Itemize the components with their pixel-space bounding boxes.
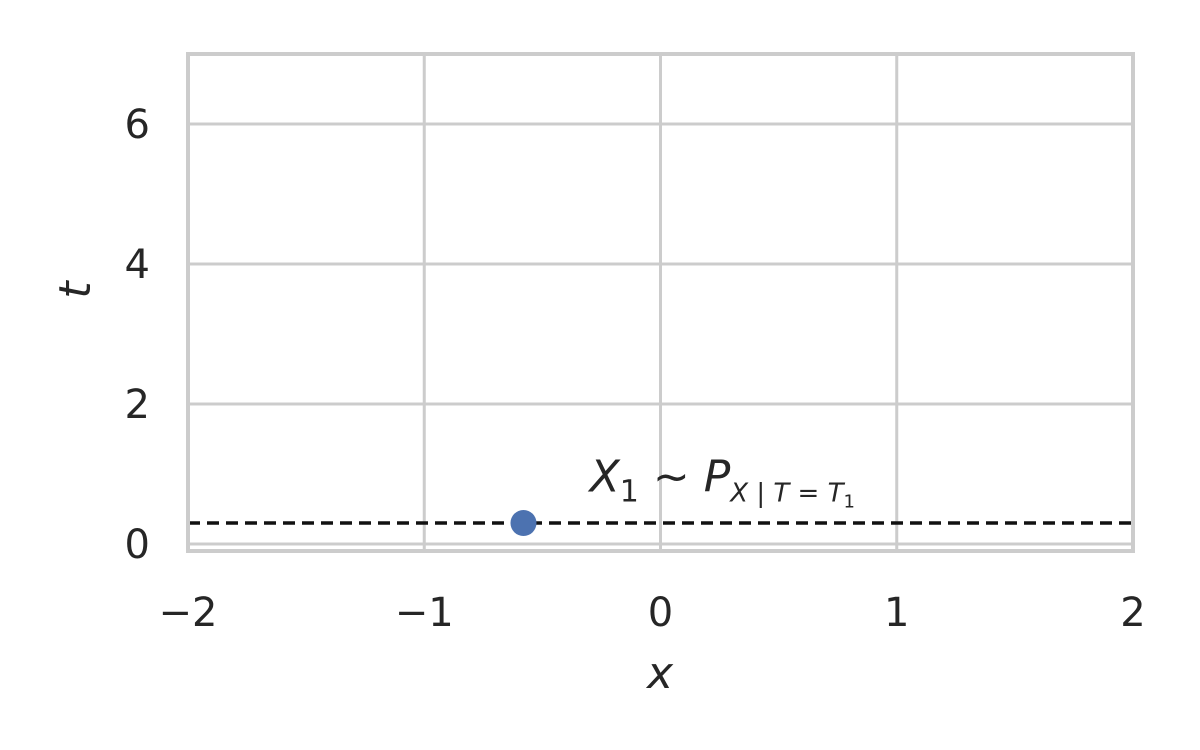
plot-frame [186,52,1135,553]
y-tick-label: 6 [125,102,150,148]
y-tick-labels: 0 2 4 6 [125,102,150,568]
y-tick-label: 2 [125,382,150,428]
annotation-main: X [588,452,621,503]
x-tick-labels: −2 −1 0 1 2 [159,590,1146,636]
x-tick-label: 2 [1120,590,1145,636]
annotation-dist-sub-a: X | T = T [728,479,845,509]
x-tick-label: 1 [884,590,909,636]
y-tick-label: 4 [125,242,150,288]
x-tick-label: 0 [648,590,673,636]
y-axis-label: t [50,280,101,299]
data-point-0 [510,510,537,536]
x-tick-label: −1 [395,590,454,636]
points [510,510,537,536]
y-tick-label: 0 [125,522,150,568]
annotation-dist: P [704,452,731,503]
x-axis-label: x [645,648,674,699]
annotation-op: ~ [639,452,704,503]
x-tick-label: −2 [159,590,218,636]
annotation-dist-sub-b: 1 [843,492,854,513]
annotation-main-sub: 1 [620,475,639,510]
point-annotation: X1 ~ PX | T = T1 [588,452,855,513]
